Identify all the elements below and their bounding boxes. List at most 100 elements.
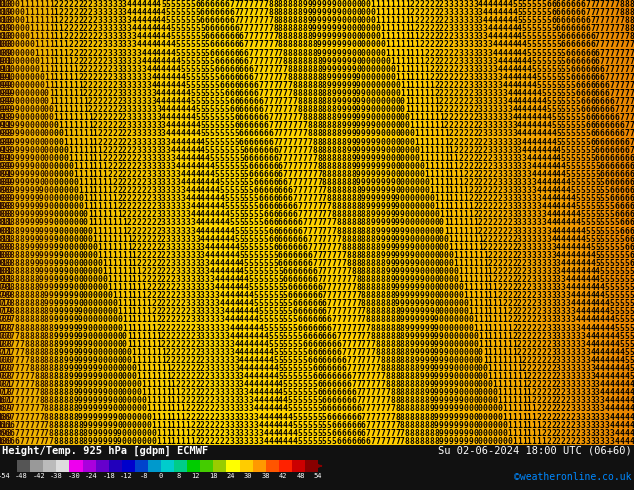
Text: 0: 0: [0, 210, 2, 220]
Text: 7: 7: [20, 396, 24, 405]
Text: 7: 7: [244, 8, 249, 17]
Text: 9: 9: [424, 291, 429, 300]
Text: 2: 2: [468, 178, 473, 187]
Text: 0: 0: [424, 186, 429, 195]
Text: 4: 4: [585, 340, 590, 349]
Text: 9: 9: [44, 202, 49, 211]
Text: 9: 9: [63, 259, 68, 268]
Text: 0: 0: [410, 210, 415, 220]
Text: 4: 4: [219, 210, 224, 220]
Text: 2: 2: [103, 129, 107, 139]
Text: 9: 9: [341, 113, 346, 122]
Text: 6: 6: [293, 259, 297, 268]
Text: 2: 2: [551, 437, 556, 446]
Text: 1: 1: [44, 0, 49, 9]
Text: 5: 5: [219, 97, 224, 106]
Text: 4: 4: [268, 388, 273, 397]
Text: 6: 6: [580, 49, 585, 57]
Text: 4: 4: [507, 97, 512, 106]
Text: 3: 3: [136, 138, 141, 147]
Text: 5: 5: [171, 8, 176, 17]
Text: 1: 1: [498, 372, 502, 381]
Text: 4: 4: [161, 89, 166, 98]
Text: 1: 1: [161, 420, 166, 430]
Text: 6: 6: [614, 202, 619, 211]
Text: 9: 9: [63, 364, 68, 373]
Text: 4: 4: [580, 235, 585, 244]
Text: 2: 2: [439, 0, 444, 9]
Text: 8: 8: [332, 170, 337, 179]
Text: 0: 0: [44, 89, 49, 98]
Text: 2: 2: [141, 226, 146, 236]
Text: 9: 9: [24, 186, 29, 195]
Text: 4: 4: [244, 348, 249, 357]
Text: 5: 5: [307, 372, 312, 381]
Text: 1: 1: [6, 170, 11, 179]
Text: 7: 7: [268, 105, 273, 114]
Text: 9: 9: [39, 202, 44, 211]
Text: 5: 5: [190, 97, 195, 106]
Text: 7: 7: [624, 81, 629, 90]
Text: 0: 0: [49, 202, 54, 211]
Text: 1: 1: [73, 97, 78, 106]
Text: 9: 9: [34, 186, 39, 195]
Text: 0: 0: [68, 202, 73, 211]
Text: 3: 3: [512, 170, 517, 179]
Text: 3: 3: [214, 364, 219, 373]
Text: 9: 9: [98, 364, 103, 373]
Text: 7: 7: [5, 372, 10, 381]
Text: 2: 2: [195, 396, 200, 405]
Text: 6: 6: [278, 178, 283, 187]
Text: 2: 2: [458, 105, 463, 114]
Text: 8: 8: [312, 129, 317, 139]
Text: 0: 0: [44, 97, 49, 106]
Text: 2: 2: [103, 146, 107, 155]
Text: 9: 9: [0, 105, 5, 114]
Text: 2: 2: [444, 89, 449, 98]
Text: 2: 2: [103, 154, 107, 163]
Text: 3: 3: [219, 332, 224, 341]
Text: 9: 9: [58, 283, 63, 292]
Text: 7: 7: [356, 356, 361, 365]
Text: 8: 8: [361, 299, 366, 308]
Text: 2: 2: [190, 372, 195, 381]
Text: 3: 3: [566, 332, 571, 341]
Text: 4: 4: [259, 388, 263, 397]
Text: 3: 3: [181, 267, 185, 276]
Text: 0: 0: [0, 49, 5, 57]
Text: 5: 5: [332, 437, 337, 446]
Text: 4: 4: [517, 81, 522, 90]
Text: 0: 0: [429, 251, 434, 260]
Text: 9: 9: [103, 429, 107, 438]
Text: 8: 8: [371, 316, 375, 324]
Text: 5: 5: [283, 356, 288, 365]
Text: 6: 6: [278, 219, 283, 227]
Text: 3: 3: [112, 24, 117, 33]
Text: 2: 2: [171, 364, 176, 373]
Text: 1: 1: [132, 340, 136, 349]
Text: 2: 2: [176, 332, 181, 341]
Text: 7: 7: [380, 413, 385, 421]
Text: 8: 8: [44, 372, 49, 381]
Text: 3: 3: [590, 420, 595, 430]
Text: 9: 9: [375, 235, 380, 244]
Text: 5: 5: [259, 251, 263, 260]
Text: 4: 4: [195, 219, 200, 227]
Text: 4: 4: [585, 291, 590, 300]
Text: 6: 6: [268, 226, 273, 236]
Text: 3: 3: [498, 73, 502, 82]
Text: 0: 0: [488, 396, 493, 405]
Text: 7: 7: [10, 348, 15, 357]
Text: 1: 1: [449, 154, 453, 163]
Text: 3: 3: [132, 138, 136, 147]
Text: 0: 0: [473, 340, 478, 349]
Text: 4: 4: [541, 138, 547, 147]
Text: 3: 3: [536, 291, 541, 300]
Text: 4: 4: [483, 16, 488, 25]
Text: 6: 6: [341, 364, 346, 373]
Text: 7: 7: [346, 275, 351, 284]
Text: 1: 1: [87, 146, 93, 155]
Text: 4: 4: [181, 129, 185, 139]
Text: 2: 2: [98, 32, 103, 41]
Text: 3: 3: [161, 154, 166, 163]
